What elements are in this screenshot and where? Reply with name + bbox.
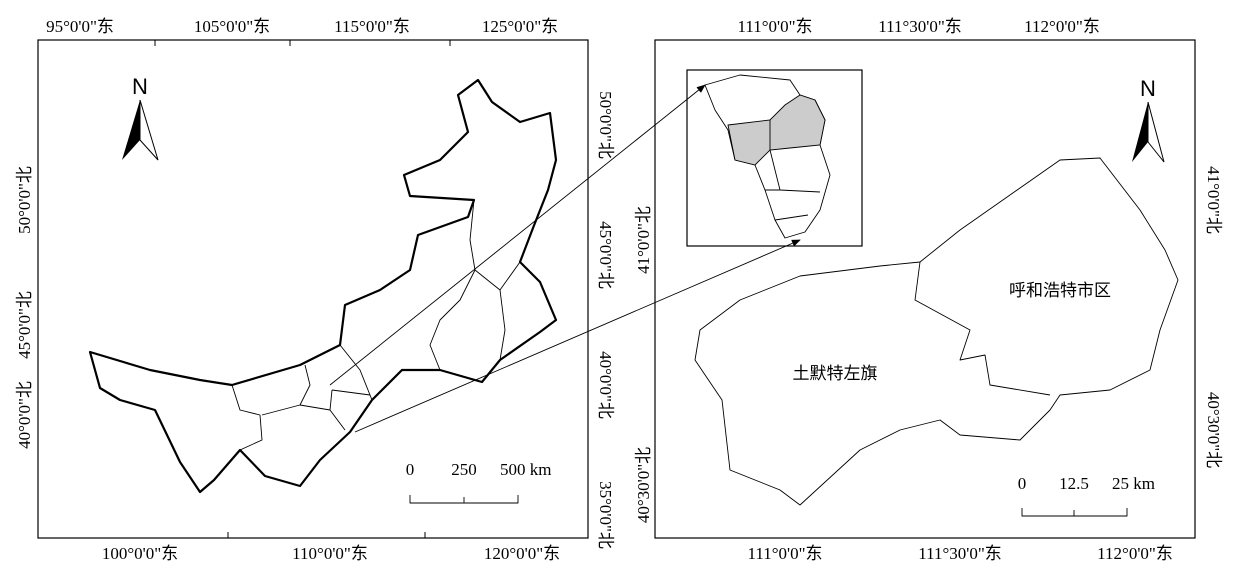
lon-label: 112°0'0"东 (1024, 17, 1100, 36)
lon-label: 112°0'0"东 (1097, 544, 1173, 563)
lat-label: 41°0'0"北 (1204, 166, 1223, 234)
scale-label: 500 km (500, 460, 551, 479)
link-arrow (329, 84, 706, 386)
inset-highlight (727, 94, 826, 166)
scale-label: 0 (406, 460, 415, 479)
scale-label: 250 (451, 460, 477, 479)
lat-label: 45°0'0"北 (15, 291, 34, 359)
scale-label: 25 km (1112, 474, 1155, 493)
right-frame (654, 39, 1196, 539)
left-boundaries (231, 199, 521, 451)
scale-bar (1021, 508, 1128, 517)
north-arrow (122, 99, 159, 161)
lat-label: 45°0'0"北 (596, 221, 615, 289)
lat-label: 40°0'0"北 (596, 351, 615, 419)
north-label: N (1140, 76, 1156, 101)
scale-bar (409, 495, 519, 504)
lon-label: 111°0'0"东 (747, 544, 822, 563)
lat-label: 50°0'0"北 (15, 166, 34, 234)
north-arrow (1132, 101, 1165, 163)
region-label: 呼和浩特市区 (1009, 281, 1111, 300)
lon-label: 95°0'0"东 (46, 17, 114, 36)
lat-label: 35°0'0"北 (596, 481, 615, 549)
left-ticks (154, 40, 451, 538)
lat-label: 40°30'0"北 (1204, 392, 1223, 468)
lon-label: 111°0'0"东 (737, 17, 812, 36)
lon-label: 105°0'0"东 (194, 17, 270, 36)
region-label: 土默特左旗 (793, 364, 878, 383)
inset-frame (686, 69, 863, 247)
link-arrow (354, 239, 801, 433)
lon-label: 111°30'0"东 (918, 544, 1002, 563)
study-area (694, 157, 1179, 506)
scale-label: 0 (1018, 474, 1027, 493)
lon-label: 120°0'0"东 (484, 544, 560, 563)
lon-label: 100°0'0"东 (102, 544, 178, 563)
left-frame (37, 39, 589, 539)
lon-label: 125°0'0"东 (482, 17, 558, 36)
lat-label: 50°0'0"北 (596, 91, 615, 159)
lon-label: 115°0'0"东 (334, 17, 410, 36)
scale-label: 12.5 (1059, 474, 1089, 493)
district-boundary (914, 261, 1051, 396)
lat-label: 41°0'0"北 (634, 206, 653, 274)
lon-label: 110°0'0"东 (292, 544, 368, 563)
inset-boundaries (765, 120, 821, 221)
north-label: N (132, 74, 148, 99)
lat-label: 40°0'0"北 (15, 381, 34, 449)
lon-label: 111°30'0"东 (878, 17, 962, 36)
inner-mongolia (88, 78, 558, 494)
labels: 95°0'0"东 105°0'0"东 115°0'0"东 125°0'0"东 1… (15, 17, 1223, 563)
lat-label: 40°30'0"北 (634, 447, 653, 523)
